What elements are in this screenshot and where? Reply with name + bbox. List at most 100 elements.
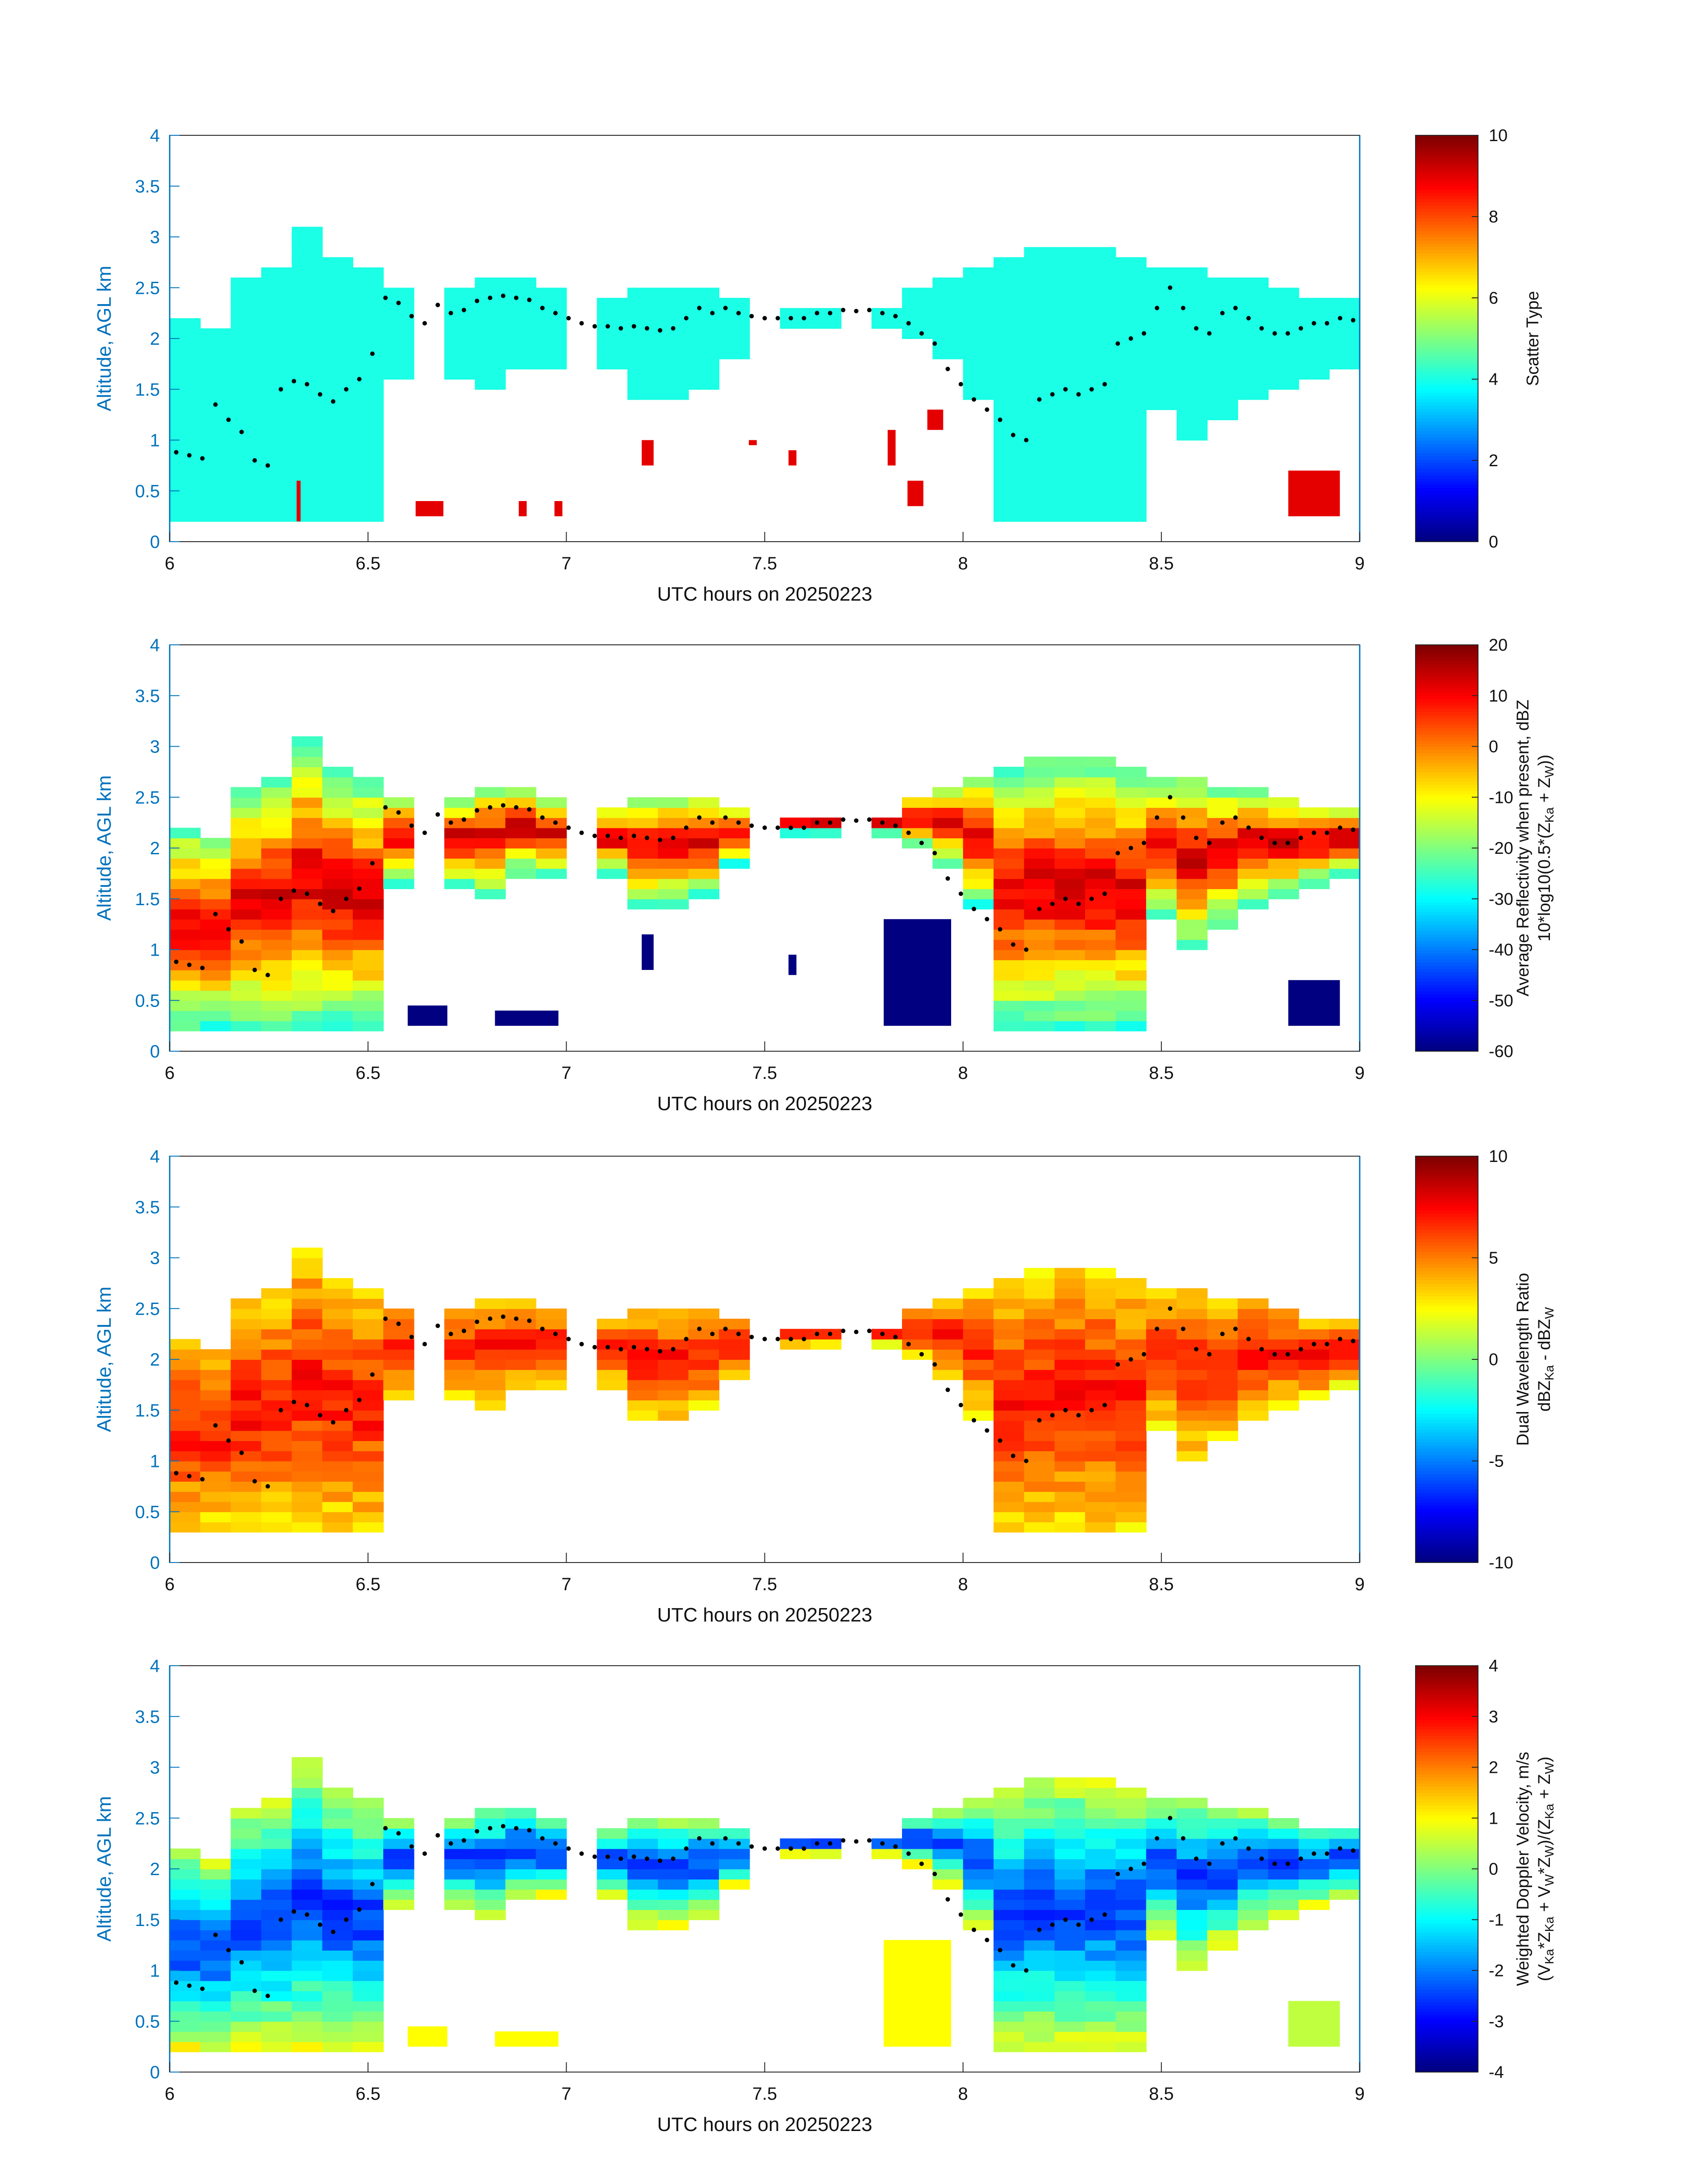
cloud-top-dot [1024,1968,1029,1973]
heatmap-cell [963,1848,994,1859]
heatmap-cell [1299,1889,1330,1900]
heatmap-cell [963,787,994,798]
cloud-top-dot [1338,1337,1343,1341]
colorbar-segment [1416,660,1478,664]
heatmap-cell [1329,1879,1360,1890]
heatmap-cell [1329,1869,1360,1880]
heatmap-cell [230,1430,262,1441]
cloud-top-dot [1115,1362,1120,1367]
heatmap-cell [1024,756,1055,767]
heatmap-cell [322,1379,353,1391]
heatmap-cell [1146,277,1177,288]
heatmap-cell [261,308,292,319]
heatmap-cell [1024,1481,1055,1492]
heatmap-patch [788,450,797,466]
colorbar-segment [1416,395,1478,400]
y-tick-label: 1 [150,940,160,960]
heatmap-cell [810,318,842,329]
heatmap-cell [505,1818,536,1829]
heatmap-cell [200,1430,231,1441]
cloud-top-dot [278,387,283,392]
heatmap-cell [1024,929,1055,940]
heatmap-cell [1054,1981,1086,1991]
heatmap-cell [1207,298,1238,309]
colorbar-segment [1416,1343,1478,1347]
heatmap-cell [1024,889,1055,899]
heatmap-cell [902,328,933,339]
heatmap-cell [1024,797,1055,808]
heatmap-cell [1024,1430,1055,1441]
heatmap-cell [1146,827,1177,839]
heatmap-cell [1024,328,1055,339]
colorbar-segment [1416,864,1478,868]
colorbar-segment [1416,1023,1478,1027]
heatmap-cell [322,1359,353,1370]
heatmap-cell [627,1349,659,1360]
colorbar-segment [1416,1362,1478,1366]
heatmap-cell [932,838,964,848]
colorbar-segment [1416,1019,1478,1024]
heatmap-cell [230,1359,262,1370]
heatmap-cell [1237,1308,1269,1319]
heatmap-cell [1054,1512,1086,1522]
heatmap-cell [292,1981,323,1991]
heatmap-cell [1085,308,1116,319]
heatmap-cell [353,1319,384,1329]
colorbar-segment [1416,1327,1478,1332]
heatmap-cell [1146,1808,1177,1819]
cloud-top-dot [1102,1403,1107,1408]
heatmap-cell [261,1512,292,1522]
colorbar-segment [1416,497,1478,501]
heatmap-cell [353,939,384,950]
colorbar-segment [1416,775,1478,779]
heatmap-cell [1054,1369,1086,1380]
heatmap-cell [292,450,323,461]
heatmap-cell [1085,277,1116,288]
heatmap-cell [1207,1390,1238,1400]
heatmap-cell [261,298,292,309]
heatmap-cell [230,1501,262,1513]
heatmap-cell [230,1838,262,1849]
heatmap-cell [261,1308,292,1319]
heatmap-cell [627,1359,659,1370]
cloud-top-dot [1324,1851,1329,1856]
colorbar-segment [1416,1340,1478,1344]
heatmap-cell [475,1899,506,1910]
colorbar-segment [1416,434,1478,438]
cloud-top-dot [867,308,872,313]
heatmap-cell [383,338,414,349]
heatmap-cell [1207,1308,1238,1319]
heatmap-cell [963,338,994,349]
heatmap-cell [658,1390,689,1400]
heatmap-cell [688,1879,719,1890]
cloud-top-dot [827,1841,832,1846]
cloud-top-dot [658,1858,663,1863]
colorbar-segment [1416,300,1478,304]
heatmap-cell [475,1339,506,1350]
heatmap-cell [383,1899,414,1910]
y-tick-label: 1 [150,431,160,451]
heatmap-cell [261,1501,292,1513]
heatmap-cell [963,267,994,278]
colorbar-segment [1416,1827,1478,1831]
heatmap-cell [1085,2001,1116,2012]
heatmap-cell [230,1981,262,1991]
heatmap-cell [1177,929,1208,940]
heatmap-cell [1054,1000,1086,1011]
heatmap-cell [200,440,231,451]
heatmap-cell [1024,2031,1055,2042]
colorbar-segment [1416,1983,1478,1987]
heatmap-cell [505,1308,536,1319]
heatmap-cell [353,878,384,889]
heatmap-cell [1054,257,1086,268]
heatmap-cell [261,267,292,278]
colorbar-segment [1416,1865,1478,1869]
colorbar-tick-label: 10 [1489,1147,1508,1166]
cloud-top-dot [396,1321,401,1326]
heatmap-cell [322,1960,353,1971]
cloud-top-dot [972,1927,977,1932]
colorbar-segment [1416,1891,1478,1895]
heatmap-cell [292,1247,323,1258]
heatmap-cell [1177,848,1208,859]
heatmap-cell [1115,288,1147,298]
